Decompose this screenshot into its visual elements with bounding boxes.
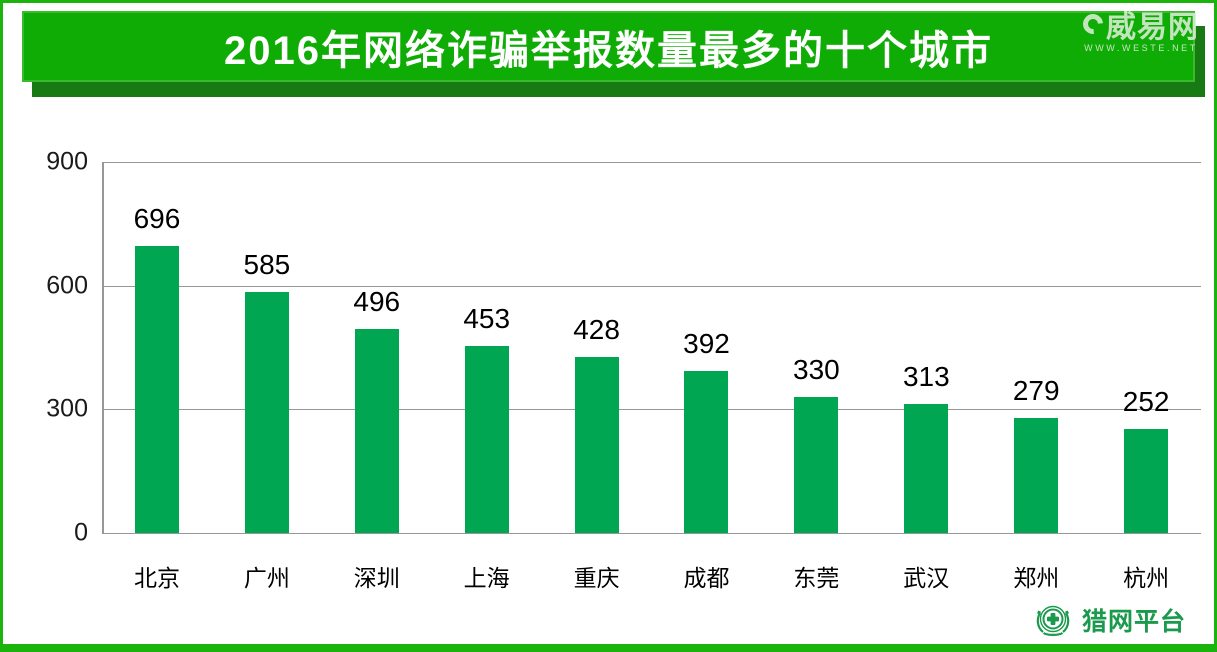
- watermark-row: 威易网: [1076, 7, 1206, 44]
- bar: [464, 346, 509, 533]
- y-axis-line: [102, 162, 104, 533]
- bar-column: 696: [102, 162, 212, 533]
- liewang-emblem-icon: [1036, 605, 1070, 636]
- bar: [684, 371, 729, 533]
- brand-name: 猎网平台: [1081, 608, 1186, 636]
- y-tick-label: 900: [46, 147, 88, 176]
- bar: [244, 291, 289, 533]
- y-tick-label: 0: [74, 518, 88, 547]
- x-axis-label: 武汉: [903, 565, 950, 591]
- bar: [354, 328, 399, 533]
- y-tick-label: 600: [46, 271, 88, 300]
- x-axis-label: 郑州: [1013, 565, 1060, 591]
- bar-value-label: 279: [1012, 375, 1060, 406]
- y-tick-label: 300: [46, 394, 88, 423]
- bar: [1014, 418, 1059, 533]
- bar-value-label: 252: [1122, 386, 1170, 418]
- watermark: 威易网 WWW.WESTE.NET: [1076, 7, 1206, 53]
- bars: 696 585 496 453 428 392 330 313 279 252: [102, 162, 1201, 533]
- gridline-600: [102, 285, 1201, 287]
- brand-logo: 猎网平台: [1034, 601, 1186, 639]
- bar: [574, 356, 619, 533]
- bar-value-label: 453: [463, 303, 511, 335]
- x-axis-label: 东莞: [793, 565, 840, 591]
- bar-column: 252: [1091, 162, 1201, 533]
- bar-value-label: 392: [683, 328, 730, 360]
- x-axis-labels: 北京 广州 深圳 上海 重庆 成都 东莞 武汉 郑州 杭州: [102, 559, 1201, 593]
- x-axis-label: 广州: [243, 565, 290, 591]
- watermark-site-name: 威易网: [1106, 11, 1199, 44]
- x-axis-label: 杭州: [1123, 565, 1170, 591]
- title-banner: 2016年网络诈骗举报数量最多的十个城市: [22, 11, 1195, 82]
- bottom-green-bar: [3, 644, 1214, 649]
- bar: [134, 246, 179, 533]
- bar: [794, 396, 839, 533]
- bar-value-label: 313: [902, 360, 950, 392]
- y-axis-ticks: 0 300 600 900: [3, 148, 88, 547]
- bar-column: 428: [542, 162, 652, 533]
- page-title: 2016年网络诈骗举报数量最多的十个城市: [224, 28, 993, 73]
- bar-value-label: 428: [573, 313, 620, 345]
- x-axis-label: 北京: [133, 565, 180, 591]
- bar-column: 496: [322, 162, 432, 533]
- bar-column: 453: [432, 162, 542, 533]
- bar-column: 279: [981, 162, 1091, 533]
- bar: [904, 403, 949, 533]
- bar-value-label: 330: [793, 353, 840, 385]
- bar-column: 585: [212, 162, 322, 533]
- x-axis-label: 深圳: [353, 565, 400, 591]
- gridline-900: [102, 162, 1201, 163]
- gridline-300: [102, 409, 1201, 411]
- watermark-site-url: WWW.WESTE.NET: [1084, 43, 1198, 53]
- bar-value-label: 496: [353, 285, 401, 317]
- x-axis-label: 上海: [463, 565, 510, 591]
- bar-value-label: 585: [243, 248, 291, 280]
- weste-logo-icon: [1078, 9, 1108, 39]
- x-axis-label: 重庆: [573, 565, 620, 591]
- plot-area: 696 585 496 453 428 392 330 313 279 252: [102, 162, 1201, 534]
- bar-column: 330: [761, 162, 871, 533]
- gridline-0: [102, 533, 1201, 534]
- x-axis-label: 成都: [683, 565, 730, 591]
- bar: [1124, 429, 1169, 533]
- bar-column: 392: [652, 162, 762, 533]
- bar-value-label: 696: [133, 203, 181, 235]
- bar-column: 313: [871, 162, 981, 533]
